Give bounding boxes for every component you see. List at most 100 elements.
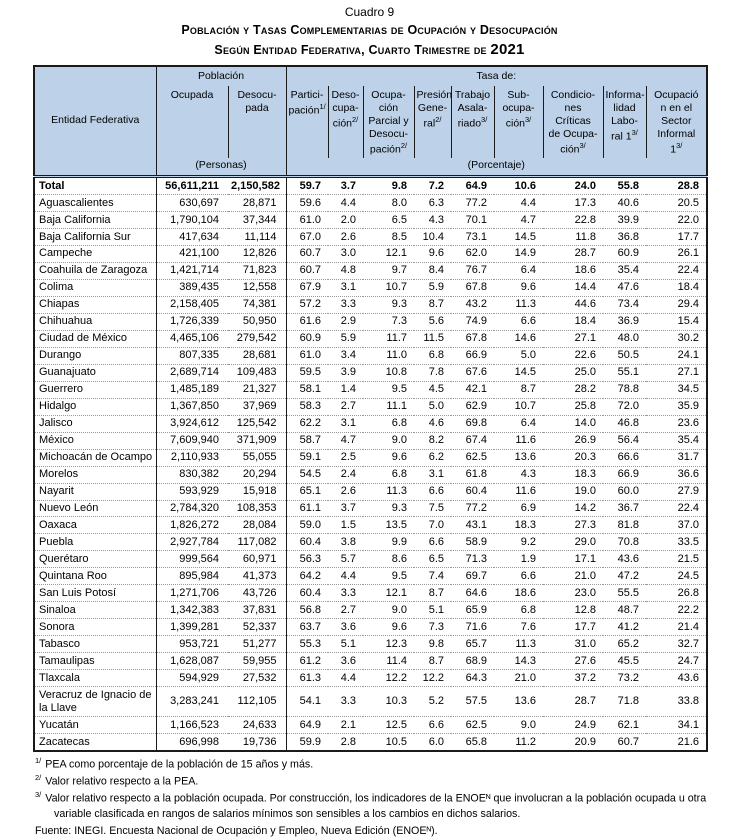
column-header-participacion: Partici- pación1/ — [285, 85, 328, 158]
ocupada-value-cell: 3,283,241 — [156, 686, 228, 717]
rate-value-cell: 8.7 — [414, 652, 451, 670]
column-header-ocupacion-parcial: Ocupa- ción Parcial y Desocu- pación2/ — [362, 85, 414, 158]
rate-value-cell: 2.0 — [328, 211, 363, 229]
ocupada-value-cell: 56,611,211 — [165, 179, 219, 192]
rate-value-cell: 27.9 — [646, 482, 708, 500]
rate-value-cell: 9.0 — [494, 716, 543, 734]
rate-value-cell: 56.8 — [286, 601, 328, 619]
rate-value-cell: 55.3 — [286, 635, 328, 653]
rate-value-cell: 19.0 — [543, 482, 603, 500]
rate-value-cell: 64.3 — [451, 669, 494, 687]
rate-value-cell: 43.6 — [646, 669, 708, 687]
rate-value-cell: 78.8 — [603, 380, 646, 399]
rate-value-cell: 11.3 — [494, 295, 543, 314]
rate-value-cell: 8.5 — [363, 228, 414, 246]
column-group-tasa: Tasa de: — [285, 65, 708, 86]
rate-value-cell: 6.4 — [494, 261, 543, 280]
rate-value-cell: 5.0 — [494, 346, 543, 365]
rate-value-cell: 47.6 — [603, 278, 646, 297]
rate-value-cell: 58.3 — [286, 397, 328, 416]
rate-value-cell: 7.2 — [428, 179, 444, 192]
entity-name-cell: Yucatán — [34, 716, 157, 734]
rate-value-cell: 35.4 — [603, 261, 646, 280]
table-row: Morelos 830,382 20,294 54.5 2.4 6.8 3.1 61.8 4.3… — [34, 465, 708, 484]
rate-value-cell: 3.8 — [328, 533, 363, 551]
ocupada-value-cell: 1,367,850 — [156, 397, 228, 416]
rate-value-cell: 28.2 — [543, 380, 603, 399]
desocupada-value-cell: 28,084 — [228, 516, 287, 534]
rate-value-cell: 33.5 — [646, 533, 708, 551]
rate-value-cell: 9.8 — [391, 179, 407, 192]
rate-value-cell: 27.1 — [646, 363, 708, 382]
rate-value-cell: 21.4 — [646, 618, 708, 636]
ocupada-value-cell: 953,721 — [156, 635, 228, 653]
rate-value-cell: 2.1 — [328, 716, 363, 734]
rate-value-cell: 5.0 — [414, 397, 451, 416]
rate-value-cell: 74.9 — [451, 312, 494, 331]
rate-value-cell: 17.7 — [543, 618, 603, 636]
column-header-ocupada: Ocupada — [156, 85, 228, 158]
table-row: Puebla 2,927,784 117,082 60.4 3.8 9.9 6.6 58.9 9… — [34, 533, 708, 551]
rate-value-cell: 21.0 — [494, 669, 543, 687]
rate-value-cell: 60.7 — [603, 733, 646, 752]
rate-value-cell: 31.0 — [543, 635, 603, 653]
table-row: Tlaxcala 594,929 27,532 61.3 4.4 12.2 12.2 64.3… — [34, 669, 708, 687]
desocupada-value-cell: 28,871 — [228, 194, 287, 212]
desocupada-value-cell: 279,542 — [228, 329, 287, 348]
rate-value-cell: 22.4 — [646, 261, 708, 280]
desocupada-value-cell: 74,381 — [228, 295, 287, 314]
rate-value-cell: 12.2 — [363, 669, 414, 687]
ocupada-value-cell: 1,628,087 — [156, 652, 228, 670]
rate-value-cell: 26.8 — [646, 584, 708, 602]
rate-value-cell: 33.8 — [646, 686, 708, 717]
table-row: Guanajuato 2,689,714 109,483 59.5 3.9 10.8 7.8… — [34, 363, 708, 382]
rate-value-cell: 65.2 — [603, 635, 646, 653]
rate-value-cell: 3.1 — [328, 278, 363, 297]
rate-value-cell: 22.6 — [543, 346, 603, 365]
rate-value-cell: 46.8 — [603, 414, 646, 433]
table-row: Baja California 1,790,104 37,344 61.0 2.0 6.5… — [34, 211, 708, 229]
rate-value-cell: 76.7 — [451, 261, 494, 280]
statistics-table: Entidad Federativa Población Tasa de: Oc… — [33, 64, 709, 753]
table-row: Tamaulipas 1,628,087 59,955 61.2 3.6 11.4 8.7 6… — [34, 652, 708, 670]
entity-name-cell: Sonora — [34, 618, 157, 636]
rate-value-cell: 64.9 — [286, 716, 328, 734]
rate-value-cell: 6.8 — [414, 346, 451, 365]
rate-value-cell: 23.0 — [543, 584, 603, 602]
rate-value-cell: 9.6 — [363, 448, 414, 467]
ocupada-value-cell: 696,998 — [156, 733, 228, 752]
table-row: Oaxaca 1,826,272 28,084 59.0 1.5 13.5 7.0 43.1 1… — [34, 516, 708, 534]
rate-value-cell: 62.0 — [451, 244, 494, 263]
rate-value-cell: 35.4 — [646, 431, 708, 450]
rate-value-cell: 11.0 — [363, 346, 414, 365]
desocupada-value-cell: 27,532 — [228, 669, 287, 687]
rate-value-cell: 73.2 — [603, 669, 646, 687]
rate-value-cell: 24.9 — [543, 716, 603, 734]
rate-value-cell: 22.0 — [646, 211, 708, 229]
column-header-informalidad-laboral: Informa- lidad Labo- ral 13/ — [602, 85, 646, 158]
entity-name-cell: Chiapas — [34, 295, 157, 314]
rate-value-cell: 11.4 — [363, 652, 414, 670]
ocupada-value-cell: 421,100 — [156, 244, 228, 263]
rate-value-cell: 12.1 — [363, 584, 414, 602]
desocupada-value-cell: 19,736 — [228, 733, 287, 752]
rate-value-cell: 11.3 — [494, 635, 543, 653]
rate-value-cell: 2.6 — [328, 482, 363, 500]
table-row: Hidalgo 1,367,850 37,969 58.3 2.7 11.1 5.0 62.9… — [34, 397, 708, 416]
table-row: Durango 807,335 28,681 61.0 3.4 11.0 6.8 66.9 5.… — [34, 346, 708, 365]
entity-name-cell: Tlaxcala — [34, 669, 157, 687]
column-header-condiciones-criticas: Condicio- nes Críticas de Ocupa- ción3/ — [542, 85, 603, 158]
rate-value-cell: 6.0 — [414, 733, 451, 752]
rate-value-cell: 6.6 — [494, 312, 543, 331]
entity-name-cell: Puebla — [34, 533, 157, 551]
rate-value-cell: 17.7 — [646, 228, 708, 246]
rate-value-cell: 7.3 — [414, 618, 451, 636]
table-row: México 7,609,940 371,909 58.7 4.7 9.0 8.2 67.4 1… — [34, 431, 708, 450]
ocupada-value-cell: 1,826,272 — [156, 516, 228, 534]
rate-value-cell: 5.1 — [328, 635, 363, 653]
rate-value-cell: 2.5 — [328, 448, 363, 467]
rate-value-cell: 81.8 — [603, 516, 646, 534]
column-header-subocupacion: Sub- ocupa- ción3/ — [493, 85, 543, 158]
ocupada-value-cell: 1,342,383 — [156, 601, 228, 619]
rate-value-cell: 3.6 — [328, 652, 363, 670]
